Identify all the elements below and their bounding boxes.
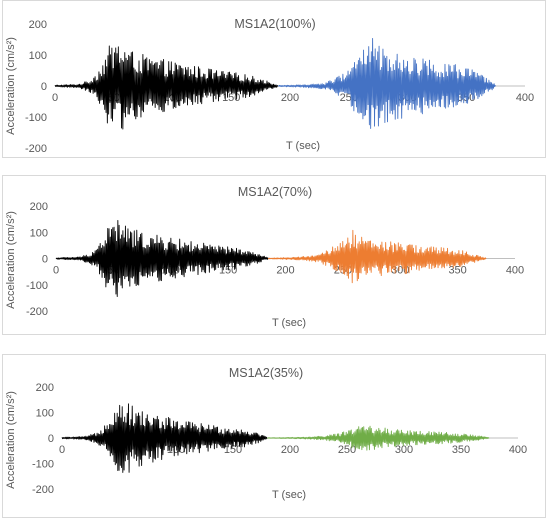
chart-3-x-tick-label: 0 xyxy=(59,444,65,456)
chart-1-x-tick-label: 400 xyxy=(516,92,534,104)
chart-1-x-label: T (sec) xyxy=(286,140,320,152)
chart-3-y-label: Acceleration (cm/s²) xyxy=(5,391,17,489)
chart-3-series xyxy=(61,403,490,473)
chart-frame-1 xyxy=(2,0,546,158)
chart-2-series-2-line xyxy=(267,229,487,284)
chart-2-y-tick-label: -100 xyxy=(26,280,48,292)
chart-1-y-label: Acceleration (cm/s²) xyxy=(5,37,17,135)
chart-1-y-tick-label: 0 xyxy=(41,81,47,93)
chart-3-x-tick-label: 400 xyxy=(509,444,527,456)
chart-2-x-tick-label: 350 xyxy=(448,265,466,277)
chart-1-x-tick-label: 0 xyxy=(52,92,58,104)
chart-3-y-tick-label: -100 xyxy=(32,459,54,471)
chart-2-y-tick-label: 0 xyxy=(42,254,48,266)
chart-panel-2: MS1A2(70%) 200 100 0 -100 -200 0 50 100 150 200 2… xyxy=(0,175,550,335)
chart-1-x-tick-label: 200 xyxy=(281,92,299,104)
chart-2-y-ticks: 200 100 0 -100 -200 xyxy=(26,201,48,318)
chart-panel-3: MS1A2(35%) 200 100 0 -100 -200 0 50 100 150 200 2… xyxy=(0,354,550,518)
chart-2-x-tick-label: 0 xyxy=(53,265,59,277)
chart-1-series-1-line xyxy=(54,45,279,130)
chart-2-y-tick-label: 200 xyxy=(30,201,48,213)
chart-1-series-2-line xyxy=(277,37,496,129)
chart-3-y-tick-label: 100 xyxy=(36,408,54,420)
chart-2-title: MS1A2(70%) xyxy=(238,185,312,199)
chart-3-x-tick-label: 300 xyxy=(395,444,413,456)
chart-3-series-1-line xyxy=(61,403,268,473)
chart-2-y-tick-label: -200 xyxy=(26,306,48,318)
chart-1-title: MS1A2(100%) xyxy=(234,17,315,31)
chart-2-x-tick-label: 200 xyxy=(276,265,294,277)
chart-1-y-ticks: 200 100 0 -100 -200 xyxy=(25,19,47,155)
chart-3-x-tick-label: 350 xyxy=(452,444,470,456)
chart-2-x-tick-label: 400 xyxy=(506,265,524,277)
chart-3-series-2-line xyxy=(266,425,490,451)
chart-1-series xyxy=(54,37,496,130)
chart-frame-3 xyxy=(2,354,546,518)
chart-3-x-label: T (sec) xyxy=(272,489,306,501)
chart-2-y-tick-label: 100 xyxy=(30,227,48,239)
chart-3-y-tick-label: -200 xyxy=(32,484,54,496)
chart-3-y-ticks: 200 100 0 -100 -200 xyxy=(32,382,54,496)
chart-3-title: MS1A2(35%) xyxy=(229,366,303,380)
chart-1-y-tick-label: -100 xyxy=(25,112,47,124)
chart-3-x-ticks: 0 50 100 150 200 250 300 350 400 xyxy=(59,444,527,456)
chart-3-y-tick-label: 200 xyxy=(36,382,54,394)
chart-1-y-tick-label: 200 xyxy=(29,19,47,31)
chart-frame-2 xyxy=(2,175,546,335)
chart-1-x-tick-label: 150 xyxy=(222,92,240,104)
chart-2-series xyxy=(55,220,487,297)
chart-3-y-tick-label: 0 xyxy=(48,433,54,445)
chart-2-series-1-line xyxy=(55,220,269,297)
chart-panel-1: MS1A2(100%) 200 100 0 -100 -200 0 50 100 150 200… xyxy=(0,0,550,158)
chart-1-y-tick-label: 100 xyxy=(29,50,47,62)
chart-2-x-label: T (sec) xyxy=(272,317,306,329)
chart-2-y-label: Acceleration (cm/s²) xyxy=(5,211,17,309)
chart-3-x-tick-label: 200 xyxy=(281,444,299,456)
chart-1-y-tick-label: -200 xyxy=(25,143,47,155)
